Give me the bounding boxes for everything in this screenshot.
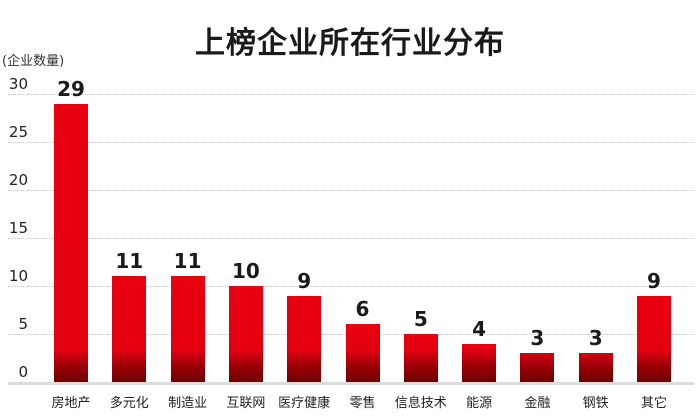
x-tick-label: 房地产 xyxy=(51,396,91,411)
data-label: 11 xyxy=(115,249,144,274)
data-label: 6 xyxy=(355,297,370,322)
y-tick-label: 30 xyxy=(8,75,28,93)
data-label: 3 xyxy=(588,326,603,351)
bar xyxy=(228,286,263,382)
gridline xyxy=(8,286,694,287)
bar xyxy=(170,276,205,382)
bar xyxy=(54,103,88,382)
x-axis-baseline xyxy=(8,382,694,385)
gridline xyxy=(8,190,694,191)
y-axis-label: (企业数量) xyxy=(2,54,65,69)
y-tick-label: 20 xyxy=(8,171,28,189)
bar xyxy=(112,276,147,382)
y-tick-label: 15 xyxy=(8,219,28,237)
x-tick-label: 能源 xyxy=(466,396,493,411)
x-tick-label: 信息技术 xyxy=(394,396,447,411)
chart-title: 上榜企业所在行业分布 xyxy=(195,26,505,61)
data-label: 29 xyxy=(57,76,85,101)
y-tick-label: 25 xyxy=(8,123,28,141)
y-tick-label: 5 xyxy=(18,315,28,333)
bar xyxy=(462,343,497,382)
bar xyxy=(287,295,322,382)
y-tick-label: 0 xyxy=(18,363,28,381)
x-tick-label: 医疗健康 xyxy=(278,396,331,411)
bar xyxy=(520,353,555,382)
x-tick-label: 制造业 xyxy=(168,396,208,411)
x-tick-label: 互联网 xyxy=(226,396,266,411)
gridline xyxy=(8,142,694,143)
data-label: 9 xyxy=(647,268,661,293)
gridline xyxy=(8,238,694,239)
x-tick-label: 多元化 xyxy=(109,396,149,411)
x-tick-label: 其它 xyxy=(640,396,667,411)
data-label: 5 xyxy=(413,307,428,331)
data-label: 9 xyxy=(297,268,312,293)
bar xyxy=(403,334,438,382)
bar xyxy=(578,353,613,382)
x-tick-label: 钢铁 xyxy=(582,396,609,411)
data-label: 3 xyxy=(530,326,545,351)
data-label: 4 xyxy=(472,316,487,341)
bar xyxy=(637,295,671,382)
data-label: 10 xyxy=(231,259,260,283)
data-label: 11 xyxy=(173,249,202,274)
bar xyxy=(345,324,380,382)
x-tick-label: 金融 xyxy=(524,396,551,411)
y-tick-label: 10 xyxy=(8,267,28,285)
gridline xyxy=(8,94,694,95)
x-tick-label: 零售 xyxy=(349,396,376,411)
